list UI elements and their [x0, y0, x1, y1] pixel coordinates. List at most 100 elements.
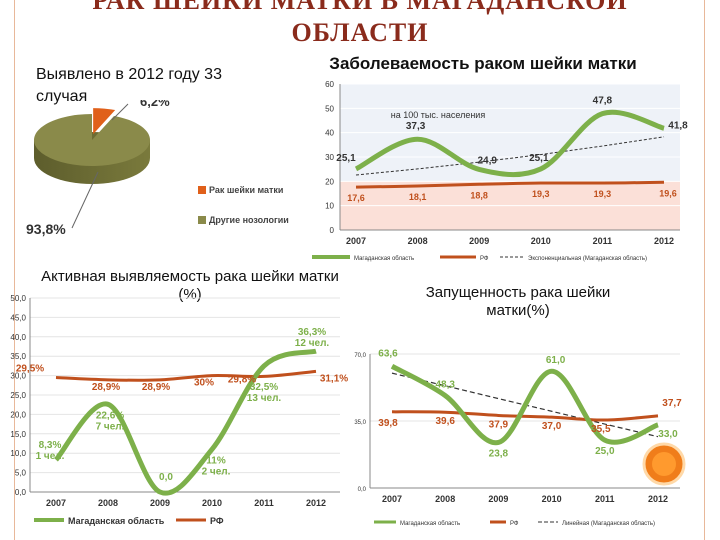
pie-legend-other-text: Другие нозологии	[209, 215, 289, 225]
incidence-magadan-label: 37,3	[406, 121, 426, 132]
incidence-xtick: 2009	[469, 236, 489, 246]
neglect-magadan-label: 48,3	[435, 380, 455, 391]
neglect-xtick: 2012	[648, 494, 668, 504]
incidence-ytick: 60	[325, 80, 334, 89]
incidence-chart: 0 10 20 30 40 50 60 2007 2008 2009 2010 2011 2012 25,…	[312, 80, 688, 262]
neglect-title: Запущенность рака шейки матки(%)	[425, 284, 611, 319]
neglect-legend-rf: РФ	[510, 521, 519, 527]
incidence-ytick: 50	[325, 104, 334, 113]
corner-decoration	[642, 442, 686, 486]
pie-leader-other	[71, 171, 99, 229]
neglect-rf-label: 39,8	[378, 418, 398, 429]
active-detection-chart: 0,0 5,0 10,0 15,0 20,0 25,0 30,0 35,0 40,0 45,0 50…	[10, 294, 348, 526]
active-ytick: 20,0	[10, 410, 26, 419]
neglect-legend-magadan: Магаданская область	[400, 521, 460, 527]
incidence-legend-magadan: Магаданская область	[354, 256, 414, 262]
active-rf-label: 28,9%	[92, 382, 120, 393]
active-magadan-label: 32,5%	[250, 382, 278, 393]
incidence-trend-line	[355, 136, 665, 176]
active-magadan-note: 7 чел.	[96, 421, 125, 432]
incidence-rf-label: 19,6	[659, 188, 677, 198]
pie-legend-swatch-other	[198, 216, 206, 224]
neglect-ytick: 0,0	[358, 487, 367, 493]
active-magadan-note: 1 чел.	[36, 451, 65, 462]
incidence-rf-line	[355, 180, 665, 189]
neglect-magadan-label: 33,0	[658, 429, 678, 440]
active-magadan-label: 11%	[206, 455, 226, 466]
slide-title-line2: ОБЛАСТИ	[291, 18, 429, 47]
pie-slice-other	[34, 114, 150, 166]
neglect-rf-label: 37,0	[542, 421, 562, 432]
neglect-xtick: 2007	[382, 494, 402, 504]
incidence-ytick: 40	[325, 129, 334, 138]
incidence-magadan-label: 25,1	[529, 153, 549, 164]
frame-right-border	[704, 0, 705, 540]
incidence-magadan-label: 47,8	[593, 96, 613, 107]
active-ytick: 5,0	[15, 469, 27, 478]
incidence-subtitle: на 100 тыс. населения	[391, 110, 486, 120]
incidence-xtick: 2010	[531, 236, 551, 246]
active-magadan-note: 12 чел.	[295, 338, 330, 349]
active-ytick: 15,0	[10, 430, 26, 439]
active-magadan-label: 22,6%	[96, 410, 124, 421]
incidence-ytick: 20	[325, 177, 334, 186]
active-magadan-label: 0,0	[159, 472, 173, 483]
incidence-legend-rf: РФ	[480, 256, 489, 262]
neglect-xtick: 2009	[488, 494, 508, 504]
active-rf-line	[55, 369, 317, 382]
neglect-rf-label: 39,6	[435, 416, 455, 427]
active-xtick: 2011	[254, 498, 274, 508]
incidence-ytick: 10	[325, 202, 334, 211]
neglect-ytick: 35,0	[354, 420, 366, 426]
active-legend-magadan: Магаданская область	[68, 516, 165, 526]
active-rf-label: 30%	[194, 378, 214, 389]
incidence-xtick: 2011	[593, 236, 613, 246]
incidence-legend-trend: Экспоненциальная (Магаданская область)	[528, 256, 647, 262]
active-magadan-label: 36,3%	[298, 327, 326, 338]
active-ytick: 40,0	[10, 333, 26, 342]
active-title: Активная выявляемость рака шейки матки (…	[41, 268, 339, 303]
incidence-magadan-line	[354, 109, 665, 178]
pie-label-other: 93,8%	[26, 221, 66, 237]
active-rf-label: 29,8%	[228, 374, 256, 385]
active-xtick: 2007	[46, 498, 66, 508]
pie-label-cervical: 6,2%	[140, 100, 170, 109]
pie-legend-cervical: Рак шейки матки	[209, 185, 283, 195]
active-rf-label: 28,9%	[142, 382, 170, 393]
incidence-rf-label: 18,8	[470, 190, 488, 200]
neglect-ytick: 70,0	[354, 353, 366, 359]
active-magadan-label: 8,3%	[39, 440, 62, 451]
incidence-rf-label: 17,6	[347, 193, 365, 203]
active-xtick: 2010	[202, 498, 222, 508]
incidence-title: Заболеваемость раком шейки матки	[329, 54, 637, 73]
incidence-ytick: 0	[330, 226, 335, 235]
active-ytick: 10,0	[10, 449, 26, 458]
neglect-magadan-line	[390, 364, 659, 445]
active-rf-label: 29,5%	[16, 364, 44, 375]
neglect-chart: 0,0 35,0 70,0 2007 2008 2009 2010 2011 2012 63,6 4…	[354, 348, 682, 527]
neglect-rf-line	[391, 410, 659, 422]
neglect-rf-label: 37,9	[489, 419, 509, 430]
pie-legend-other: Другие нозологии	[209, 215, 289, 225]
neglect-xtick: 2011	[595, 494, 615, 504]
active-ytick: 25,0	[10, 391, 26, 400]
active-ytick: 45,0	[10, 313, 26, 322]
pie-chart: 6,2% 93,8% Рак шейки матки Другие нозоло…	[26, 100, 289, 237]
active-ytick: 30,0	[10, 372, 26, 381]
pie-leader-cervical	[111, 103, 129, 121]
incidence-rf-label: 19,3	[594, 189, 612, 199]
frame-left-border	[14, 0, 15, 540]
incidence-xtick: 2008	[408, 236, 428, 246]
active-ytick: 35,0	[10, 352, 26, 361]
active-xtick: 2012	[306, 498, 326, 508]
active-magadan-note: 2 чел.	[202, 466, 231, 477]
active-xtick: 2009	[150, 498, 170, 508]
neglect-legend-trend: Линейная (Магаданская область)	[562, 520, 655, 527]
incidence-rf-label: 18,1	[409, 192, 427, 202]
detected-caption: Выявлено в 2012 году 33 случая	[36, 66, 222, 105]
incidence-xtick: 2012	[654, 236, 674, 246]
neglect-xtick: 2010	[542, 494, 562, 504]
active-rf-label: 31,1%	[320, 373, 348, 384]
active-magadan-note: 13 чел.	[247, 393, 282, 404]
